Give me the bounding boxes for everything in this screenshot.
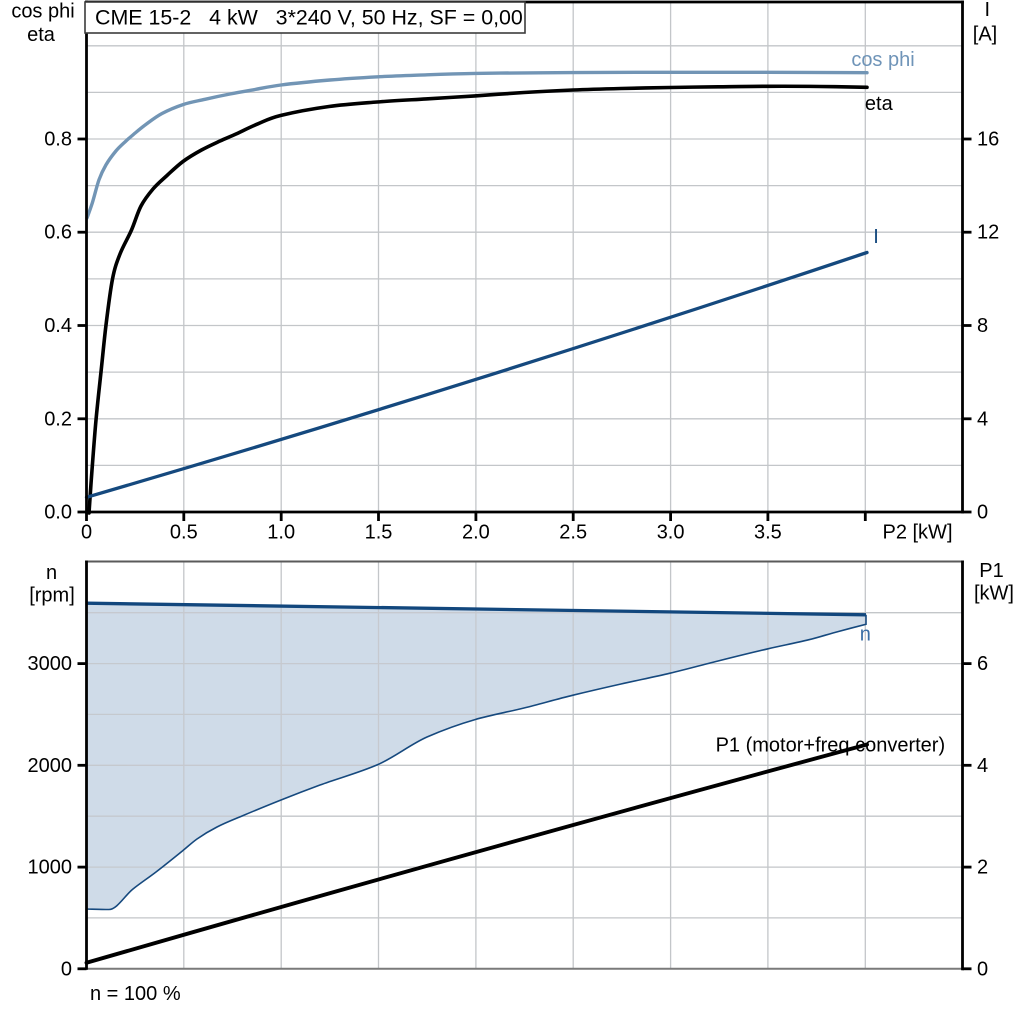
svg-text:4: 4 bbox=[977, 408, 988, 430]
svg-text:[rpm]: [rpm] bbox=[29, 585, 75, 607]
svg-text:P2 [kW]: P2 [kW] bbox=[882, 522, 952, 544]
svg-text:2.5: 2.5 bbox=[559, 522, 587, 544]
svg-text:[A]: [A] bbox=[973, 24, 997, 46]
svg-text:I: I bbox=[985, 0, 991, 21]
svg-text:8: 8 bbox=[977, 315, 988, 337]
svg-text:0.4: 0.4 bbox=[44, 315, 72, 337]
svg-text:n: n bbox=[46, 562, 57, 584]
svg-text:P1 (motor+freq converter): P1 (motor+freq converter) bbox=[716, 734, 946, 756]
svg-text:0: 0 bbox=[977, 958, 988, 980]
svg-text:0: 0 bbox=[61, 958, 72, 980]
svg-text:2.0: 2.0 bbox=[462, 522, 490, 544]
svg-text:n: n bbox=[860, 624, 871, 646]
svg-text:cos phi: cos phi bbox=[11, 1, 74, 23]
svg-text:3.5: 3.5 bbox=[754, 522, 782, 544]
svg-text:1.0: 1.0 bbox=[267, 522, 295, 544]
svg-text:0.8: 0.8 bbox=[44, 129, 72, 151]
svg-text:CME 15-2 4 kW 3*240 V, 50: CME 15-2 4 kW 3*240 V, 50 Hz, SF = 0,00 bbox=[95, 6, 523, 30]
svg-text:0.2: 0.2 bbox=[44, 408, 72, 430]
svg-text:1.5: 1.5 bbox=[365, 522, 393, 544]
svg-text:0: 0 bbox=[977, 502, 988, 524]
svg-text:0.0: 0.0 bbox=[44, 502, 72, 524]
svg-text:I: I bbox=[873, 226, 879, 248]
svg-text:P1: P1 bbox=[979, 560, 1003, 582]
svg-text:eta: eta bbox=[865, 93, 894, 115]
svg-text:16: 16 bbox=[977, 129, 999, 151]
svg-text:1000: 1000 bbox=[28, 857, 73, 879]
svg-text:0.5: 0.5 bbox=[170, 522, 198, 544]
svg-text:3000: 3000 bbox=[28, 653, 73, 675]
svg-text:n = 100 %: n = 100 % bbox=[90, 983, 181, 1005]
svg-text:6: 6 bbox=[977, 653, 988, 675]
svg-text:2000: 2000 bbox=[28, 755, 73, 777]
svg-text:[kW]: [kW] bbox=[974, 583, 1014, 605]
svg-text:12: 12 bbox=[977, 222, 999, 244]
svg-text:4: 4 bbox=[977, 755, 988, 777]
svg-text:3.0: 3.0 bbox=[657, 522, 685, 544]
svg-text:eta: eta bbox=[27, 24, 56, 46]
svg-text:2: 2 bbox=[977, 857, 988, 879]
svg-text:0: 0 bbox=[81, 522, 92, 544]
svg-text:0.6: 0.6 bbox=[44, 222, 72, 244]
svg-text:cos phi: cos phi bbox=[851, 49, 914, 71]
